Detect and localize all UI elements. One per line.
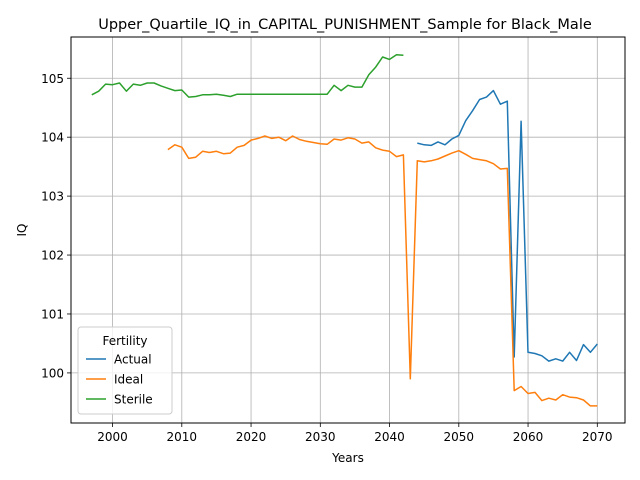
y-tick-label: 100: [41, 366, 64, 380]
x-tick-label: 2050: [444, 430, 475, 444]
series-line-sterile: [91, 53, 404, 98]
legend: Fertility Actual Ideal Sterile: [77, 326, 173, 415]
y-tick-label: 102: [41, 249, 64, 263]
x-tick-label: 2020: [236, 430, 267, 444]
series-line-ideal: [167, 135, 598, 407]
legend-label-ideal: Ideal: [114, 373, 143, 387]
plot-area-frame: [70, 36, 626, 424]
x-tick-label: 2030: [305, 430, 336, 444]
axis-ticks: 2000 2010 2020 2030 2040 2050 2060 2070 100 101 10…: [41, 72, 612, 444]
y-tick-label: 105: [41, 72, 64, 86]
y-tick-label: 103: [41, 190, 64, 204]
y-tick-label: 104: [41, 131, 64, 145]
legend-title: Fertility: [102, 334, 147, 348]
legend-box: [77, 326, 173, 415]
x-tick-label: 2000: [97, 430, 128, 444]
x-axis-label: Years: [331, 451, 364, 465]
legend-label-actual: Actual: [114, 353, 152, 367]
chart-title: Upper_Quartile_IQ_in_CAPITAL_PUNISHMENT_…: [98, 17, 592, 33]
x-tick-label: 2040: [374, 430, 405, 444]
x-tick-label: 2010: [167, 430, 198, 444]
series-line-actual: [417, 89, 598, 362]
y-axis-label: IQ: [15, 224, 29, 237]
x-tick-label: 2060: [513, 430, 544, 444]
y-tick-label: 101: [41, 307, 64, 321]
x-tick-label: 2070: [582, 430, 613, 444]
series-lines: [91, 53, 598, 407]
legend-label-sterile: Sterile: [114, 393, 153, 407]
